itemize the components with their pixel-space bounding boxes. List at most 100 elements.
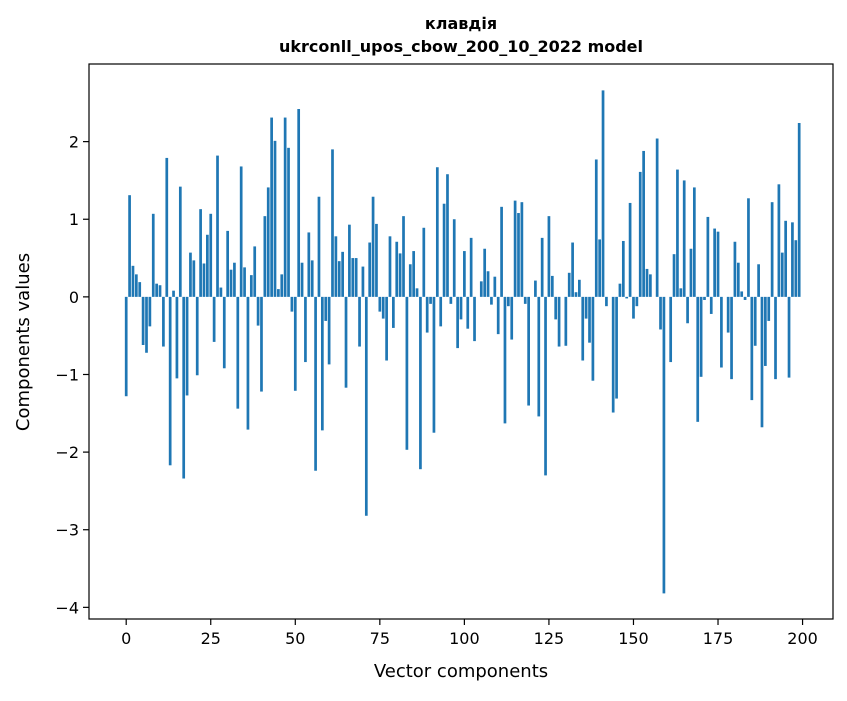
bar — [439, 296, 443, 327]
bar — [236, 296, 240, 409]
bar — [219, 287, 223, 297]
bar — [124, 296, 128, 397]
bar — [645, 268, 649, 297]
bar — [662, 296, 666, 594]
chart-title: клавдія — [425, 14, 497, 33]
bar — [513, 200, 517, 297]
bar — [354, 258, 358, 297]
bar — [341, 251, 344, 297]
bar — [405, 296, 409, 450]
bar — [591, 296, 595, 381]
bar — [679, 288, 683, 297]
bar — [584, 296, 588, 319]
bar — [331, 149, 334, 297]
bar — [720, 296, 723, 368]
bar — [195, 296, 199, 376]
bar — [388, 236, 392, 297]
x-tick-label: 25 — [201, 629, 221, 648]
bar — [750, 296, 754, 401]
bar — [523, 296, 527, 304]
bar — [446, 174, 449, 297]
bar — [628, 202, 632, 297]
bar — [212, 296, 216, 342]
bar — [581, 296, 585, 361]
bar — [422, 227, 426, 297]
bar — [226, 230, 230, 297]
bar — [395, 241, 399, 297]
bar — [784, 220, 788, 297]
bar — [496, 296, 500, 335]
bar — [456, 296, 459, 349]
bar — [351, 258, 355, 297]
y-axis: −4 −3 −2 −1 0 1 2 — [55, 133, 89, 617]
bar — [155, 283, 158, 297]
bar — [699, 296, 703, 377]
bar — [290, 296, 294, 312]
bar — [469, 237, 473, 297]
bar — [703, 296, 706, 300]
bar — [655, 138, 659, 297]
bar — [649, 274, 652, 297]
bar — [682, 180, 686, 297]
bar — [479, 281, 483, 297]
x-tick-label: 175 — [703, 629, 734, 648]
bar — [578, 279, 581, 297]
bar — [243, 267, 246, 297]
bar — [534, 280, 537, 297]
bar — [686, 296, 689, 324]
bar — [621, 240, 625, 297]
plot-frame — [88, 63, 834, 620]
bar — [229, 269, 233, 297]
bar — [182, 296, 186, 479]
bar — [774, 296, 777, 380]
bar — [233, 262, 236, 297]
bar — [635, 296, 639, 307]
bar — [206, 234, 209, 297]
x-axis-label: Vector components — [374, 661, 548, 682]
bar — [246, 296, 250, 430]
bar — [770, 202, 774, 297]
x-tick-label: 0 — [121, 629, 131, 648]
bar — [256, 296, 260, 326]
bar — [310, 260, 314, 297]
bar — [618, 283, 622, 297]
bar — [239, 166, 243, 297]
bar — [594, 159, 598, 297]
bar — [473, 296, 476, 342]
bar — [385, 296, 388, 361]
bar — [490, 296, 493, 305]
bar — [378, 296, 382, 312]
bar — [398, 253, 402, 297]
bar — [297, 109, 301, 297]
bar — [175, 296, 179, 379]
bar — [317, 196, 321, 297]
bar — [547, 216, 551, 297]
bar — [151, 213, 155, 297]
y-tick-label: −2 — [55, 443, 79, 462]
bar — [506, 296, 510, 307]
bar — [510, 296, 514, 340]
bar — [709, 296, 713, 314]
bar — [459, 296, 463, 320]
bar — [689, 248, 693, 297]
bar — [442, 203, 446, 297]
x-tick-label: 125 — [534, 629, 565, 648]
bar — [743, 296, 747, 300]
bar — [615, 296, 618, 399]
bar — [527, 296, 530, 406]
bar — [760, 296, 764, 428]
x-tick-label: 75 — [370, 629, 390, 648]
bar — [557, 296, 561, 347]
bar — [273, 140, 277, 297]
bar — [145, 296, 148, 353]
bar — [280, 274, 284, 297]
bar — [500, 206, 503, 297]
bar — [320, 296, 324, 431]
bar — [669, 296, 673, 363]
bar — [337, 261, 341, 297]
bar — [277, 289, 280, 297]
bar — [162, 296, 165, 347]
bar — [733, 241, 737, 297]
bar — [564, 296, 568, 346]
